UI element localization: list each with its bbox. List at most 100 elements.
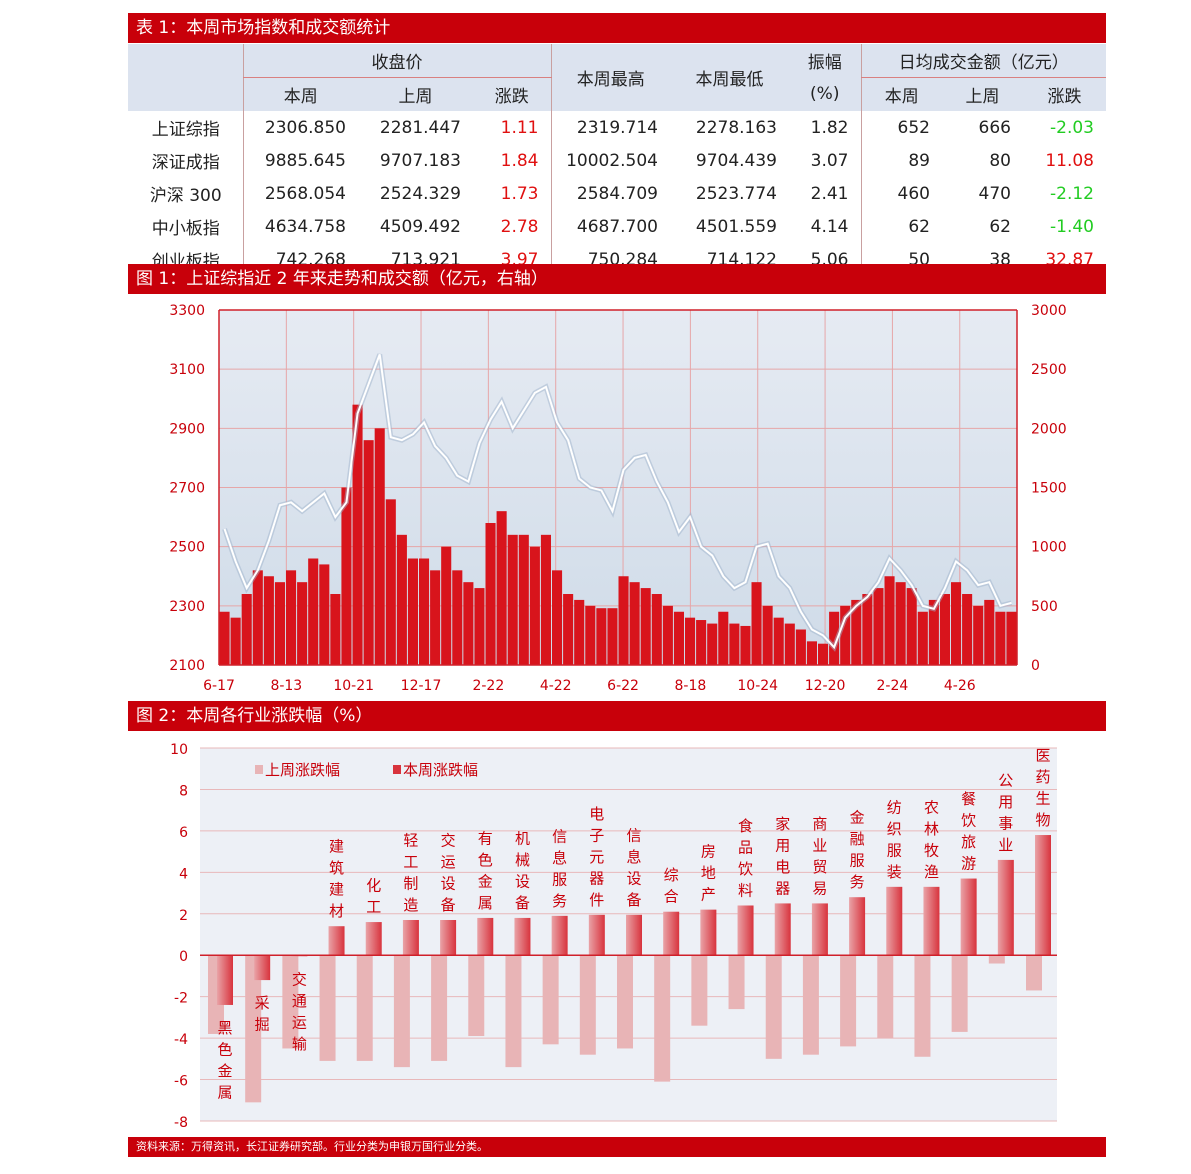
cell-vol: 89	[860, 144, 942, 177]
amp-unit-header: (%)	[789, 77, 861, 111]
volume-bar	[651, 594, 662, 665]
category-label: 医药生物	[1035, 747, 1050, 830]
cell-prev: 2281.447	[379, 117, 461, 138]
cell-prev: 9707.183	[379, 150, 461, 171]
last-week-bar	[356, 955, 373, 1061]
vol-this-header: 本周	[860, 77, 942, 111]
volume-bar	[618, 576, 629, 665]
this-week-bar	[254, 955, 271, 981]
last-week-bar	[802, 955, 819, 1055]
volume-bar	[995, 611, 1006, 665]
volume-bar	[474, 588, 485, 665]
volume-bar	[540, 534, 551, 665]
vol-chg-header: 涨跌	[1023, 77, 1106, 111]
cell-prev: 4509.492	[379, 216, 461, 237]
cell-close: 2568.054	[242, 177, 358, 210]
x-tick-label: 4-22	[540, 678, 572, 694]
x-tick-label: 10-21	[333, 678, 374, 694]
right-tick-label: 3000	[1031, 303, 1067, 319]
volume-bar	[773, 617, 784, 665]
this-week-bar	[551, 915, 568, 956]
y-tick-label: -4	[174, 1032, 188, 1048]
cell-amp: 1.82	[810, 117, 849, 138]
cell-close: 2306.850	[242, 111, 358, 144]
volume-bar	[906, 588, 917, 665]
x-tick-label: 8-18	[675, 678, 707, 694]
cell-amp: 4.14	[810, 216, 849, 237]
category-label: 商业贸易	[812, 815, 827, 898]
volume-bar	[640, 588, 651, 665]
volume-bar	[263, 576, 274, 665]
last-week-bar	[877, 955, 894, 1039]
left-tick-label: 3100	[169, 362, 205, 378]
cell-low: 2278.163	[695, 117, 777, 138]
x-tick-label: 6-17	[203, 678, 235, 694]
left-tick-label: 2900	[169, 421, 205, 437]
cell-high: 10002.504	[550, 144, 670, 177]
cell-amp: 2.41	[810, 183, 849, 204]
last-week-bar	[1026, 955, 1042, 991]
close-group-header: 收盘价	[242, 44, 551, 78]
volume-bar	[673, 611, 684, 665]
right-tick-label: 2000	[1031, 421, 1067, 437]
this-week-bar	[849, 897, 866, 956]
figure2-title: 图 2：本周各行业涨跌幅（%）	[128, 701, 1106, 731]
amp-header: 振幅	[789, 44, 861, 78]
right-tick-label: 500	[1031, 599, 1058, 615]
category-label: 农林牧渔	[924, 798, 939, 881]
volume-bar	[895, 582, 906, 665]
left-tick-label: 2300	[169, 599, 205, 615]
volume-bar	[485, 523, 496, 665]
industry-change-chart: -8 -6 -4 -2 0 2 4 6 8 10 黑色金属 采掘 交通运输 建筑建材 化工 轻工制造 交运设备 有…	[170, 742, 1057, 1131]
volume-bar	[862, 594, 873, 665]
category-label: 交运设备	[441, 831, 456, 914]
cell-high: 4687.700	[550, 210, 670, 243]
this-week-bar	[960, 878, 977, 956]
category-label: 采掘	[255, 994, 270, 1034]
volume-bar	[762, 605, 773, 665]
index-volume-chart: 2100 2300 2500 2700 2900 3100 3300 0 500 1000 1500…	[169, 303, 1067, 694]
volume-bar	[363, 440, 374, 665]
category-label: 公用事业	[998, 771, 1013, 854]
this-week-bar	[923, 886, 940, 956]
volume-bar	[563, 594, 574, 665]
volume-bar	[939, 594, 950, 665]
cell-name: 中小板指	[151, 219, 220, 239]
last-week-bar	[691, 955, 708, 1026]
category-label: 综合	[664, 866, 679, 906]
volume-bar	[396, 534, 407, 665]
table-row: 深证成指 9885.645 9707.183 1.84 10002.504 9704.43…	[128, 144, 1106, 177]
y-tick-label: -2	[174, 991, 188, 1007]
volume-bar	[607, 608, 618, 665]
volume-bar	[984, 599, 995, 665]
volume-bar	[518, 534, 529, 665]
volume-bar	[851, 599, 862, 665]
category-label: 交通运输	[292, 970, 307, 1053]
volume-bar	[629, 582, 640, 665]
last-week-bar	[579, 955, 596, 1055]
cell-vol-prev: 470	[978, 183, 1011, 204]
volume-bar	[962, 594, 973, 665]
left-tick-label: 2100	[169, 658, 205, 674]
category-label: 纺织服装	[887, 798, 902, 881]
cell-vol-chg: -2.03	[1050, 117, 1094, 138]
this-week-bar	[886, 886, 903, 956]
volume-bar	[973, 605, 984, 665]
volume-bar	[552, 570, 563, 665]
table-row: 中小板指 4634.758 4509.492 2.78 4687.700 4501.559…	[128, 210, 1106, 243]
volume-bar	[219, 611, 230, 665]
legend-label-last-week: 上周涨跌幅	[265, 761, 340, 779]
cell-name: 沪深 300	[149, 186, 222, 206]
volume-bar	[840, 605, 851, 665]
volume-bar	[407, 558, 418, 665]
volume-bar	[529, 546, 540, 665]
cell-close: 4634.758	[242, 210, 358, 243]
cell-name: 上证综指	[151, 120, 220, 140]
x-tick-label: 10-24	[737, 678, 778, 694]
volume-bar	[230, 617, 241, 665]
x-tick-label: 2-22	[472, 678, 504, 694]
volume-bar	[662, 605, 673, 665]
close-chg-header: 涨跌	[473, 77, 551, 111]
category-label: 轻工制造	[403, 831, 418, 914]
